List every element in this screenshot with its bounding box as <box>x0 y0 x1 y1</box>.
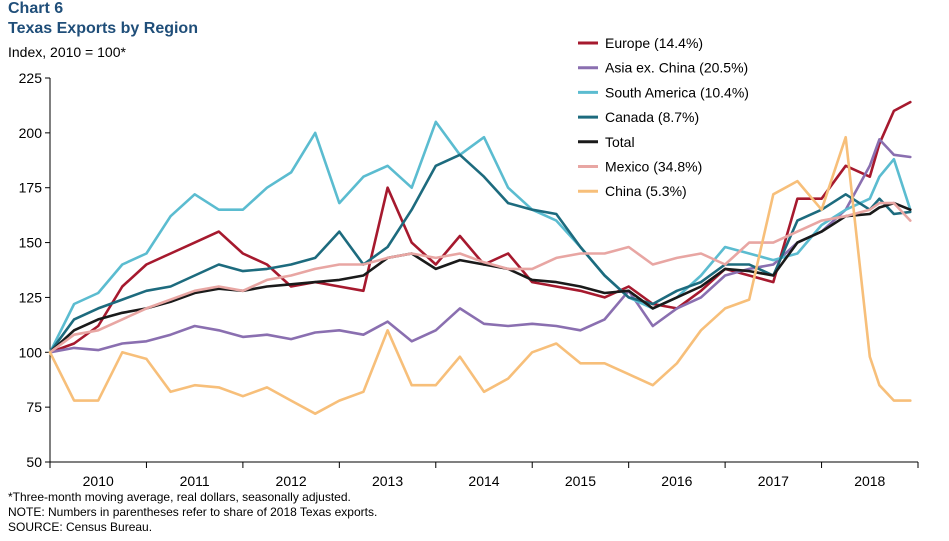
legend-label-1: Asia ex. China (20.5%) <box>605 60 748 76</box>
series-line-1 <box>48 138 912 354</box>
legend-label-3: Canada (8.7%) <box>605 109 699 125</box>
y-tick-label: 100 <box>19 344 43 360</box>
series-line-5 <box>48 201 912 354</box>
series-line-6 <box>48 135 912 416</box>
chart-legend: Europe (14.4%) Asia ex. China (20.5%) Sout… <box>578 35 749 199</box>
y-tick-label: 75 <box>26 399 42 415</box>
y-tick-label: 225 <box>19 70 43 86</box>
y-tick-label: 50 <box>26 454 42 470</box>
legend-label-2: South America (10.4%) <box>605 84 749 100</box>
x-tick-label: 2013 <box>372 473 403 488</box>
x-tick-label: 2016 <box>661 473 692 488</box>
footnote-method: *Three-month moving average, real dollar… <box>8 490 351 504</box>
x-tick-label: 2010 <box>83 473 114 488</box>
series-line-2 <box>48 120 912 354</box>
y-tick-label: 200 <box>19 125 43 141</box>
x-tick-label: 2012 <box>276 473 307 488</box>
line-chart: 50 75 100 125 150 175 200 225 2010 2011 2012 2013 20… <box>19 35 919 488</box>
legend-label-0: Europe (14.4%) <box>605 35 703 51</box>
footnote-share: NOTE: Numbers in parentheses refer to sh… <box>8 505 378 519</box>
legend-label-5: Mexico (34.8%) <box>605 159 702 175</box>
y-tick-label: 125 <box>19 289 43 305</box>
x-tick-label: 2017 <box>758 473 789 488</box>
chart-number: Chart 6 <box>8 0 64 17</box>
y-tick-label: 175 <box>19 180 43 196</box>
x-tick-label: 2014 <box>468 473 499 488</box>
chart-title: Texas Exports by Region <box>8 20 198 37</box>
y-tick-label: 150 <box>19 235 43 251</box>
legend-label-4: Total <box>605 134 635 150</box>
x-tick-label: 2011 <box>180 473 210 488</box>
footnote-source: SOURCE: Census Bureau. <box>8 520 153 534</box>
chart-footnotes: *Three-month moving average, real dollar… <box>8 490 377 535</box>
chart-axes: 50 75 100 125 150 175 200 225 2010 2011 2012 2013 20… <box>19 70 919 488</box>
series-line-4 <box>48 201 912 354</box>
y-axis-unit-label: Index, 2010 = 100* <box>8 44 126 60</box>
x-tick-label: 2018 <box>854 473 885 488</box>
legend-label-6: China (5.3%) <box>605 183 687 199</box>
x-tick-label: 2015 <box>565 473 596 488</box>
series-line-0 <box>48 100 912 354</box>
chart-series-lines <box>48 100 912 416</box>
series-line-3 <box>48 153 912 354</box>
